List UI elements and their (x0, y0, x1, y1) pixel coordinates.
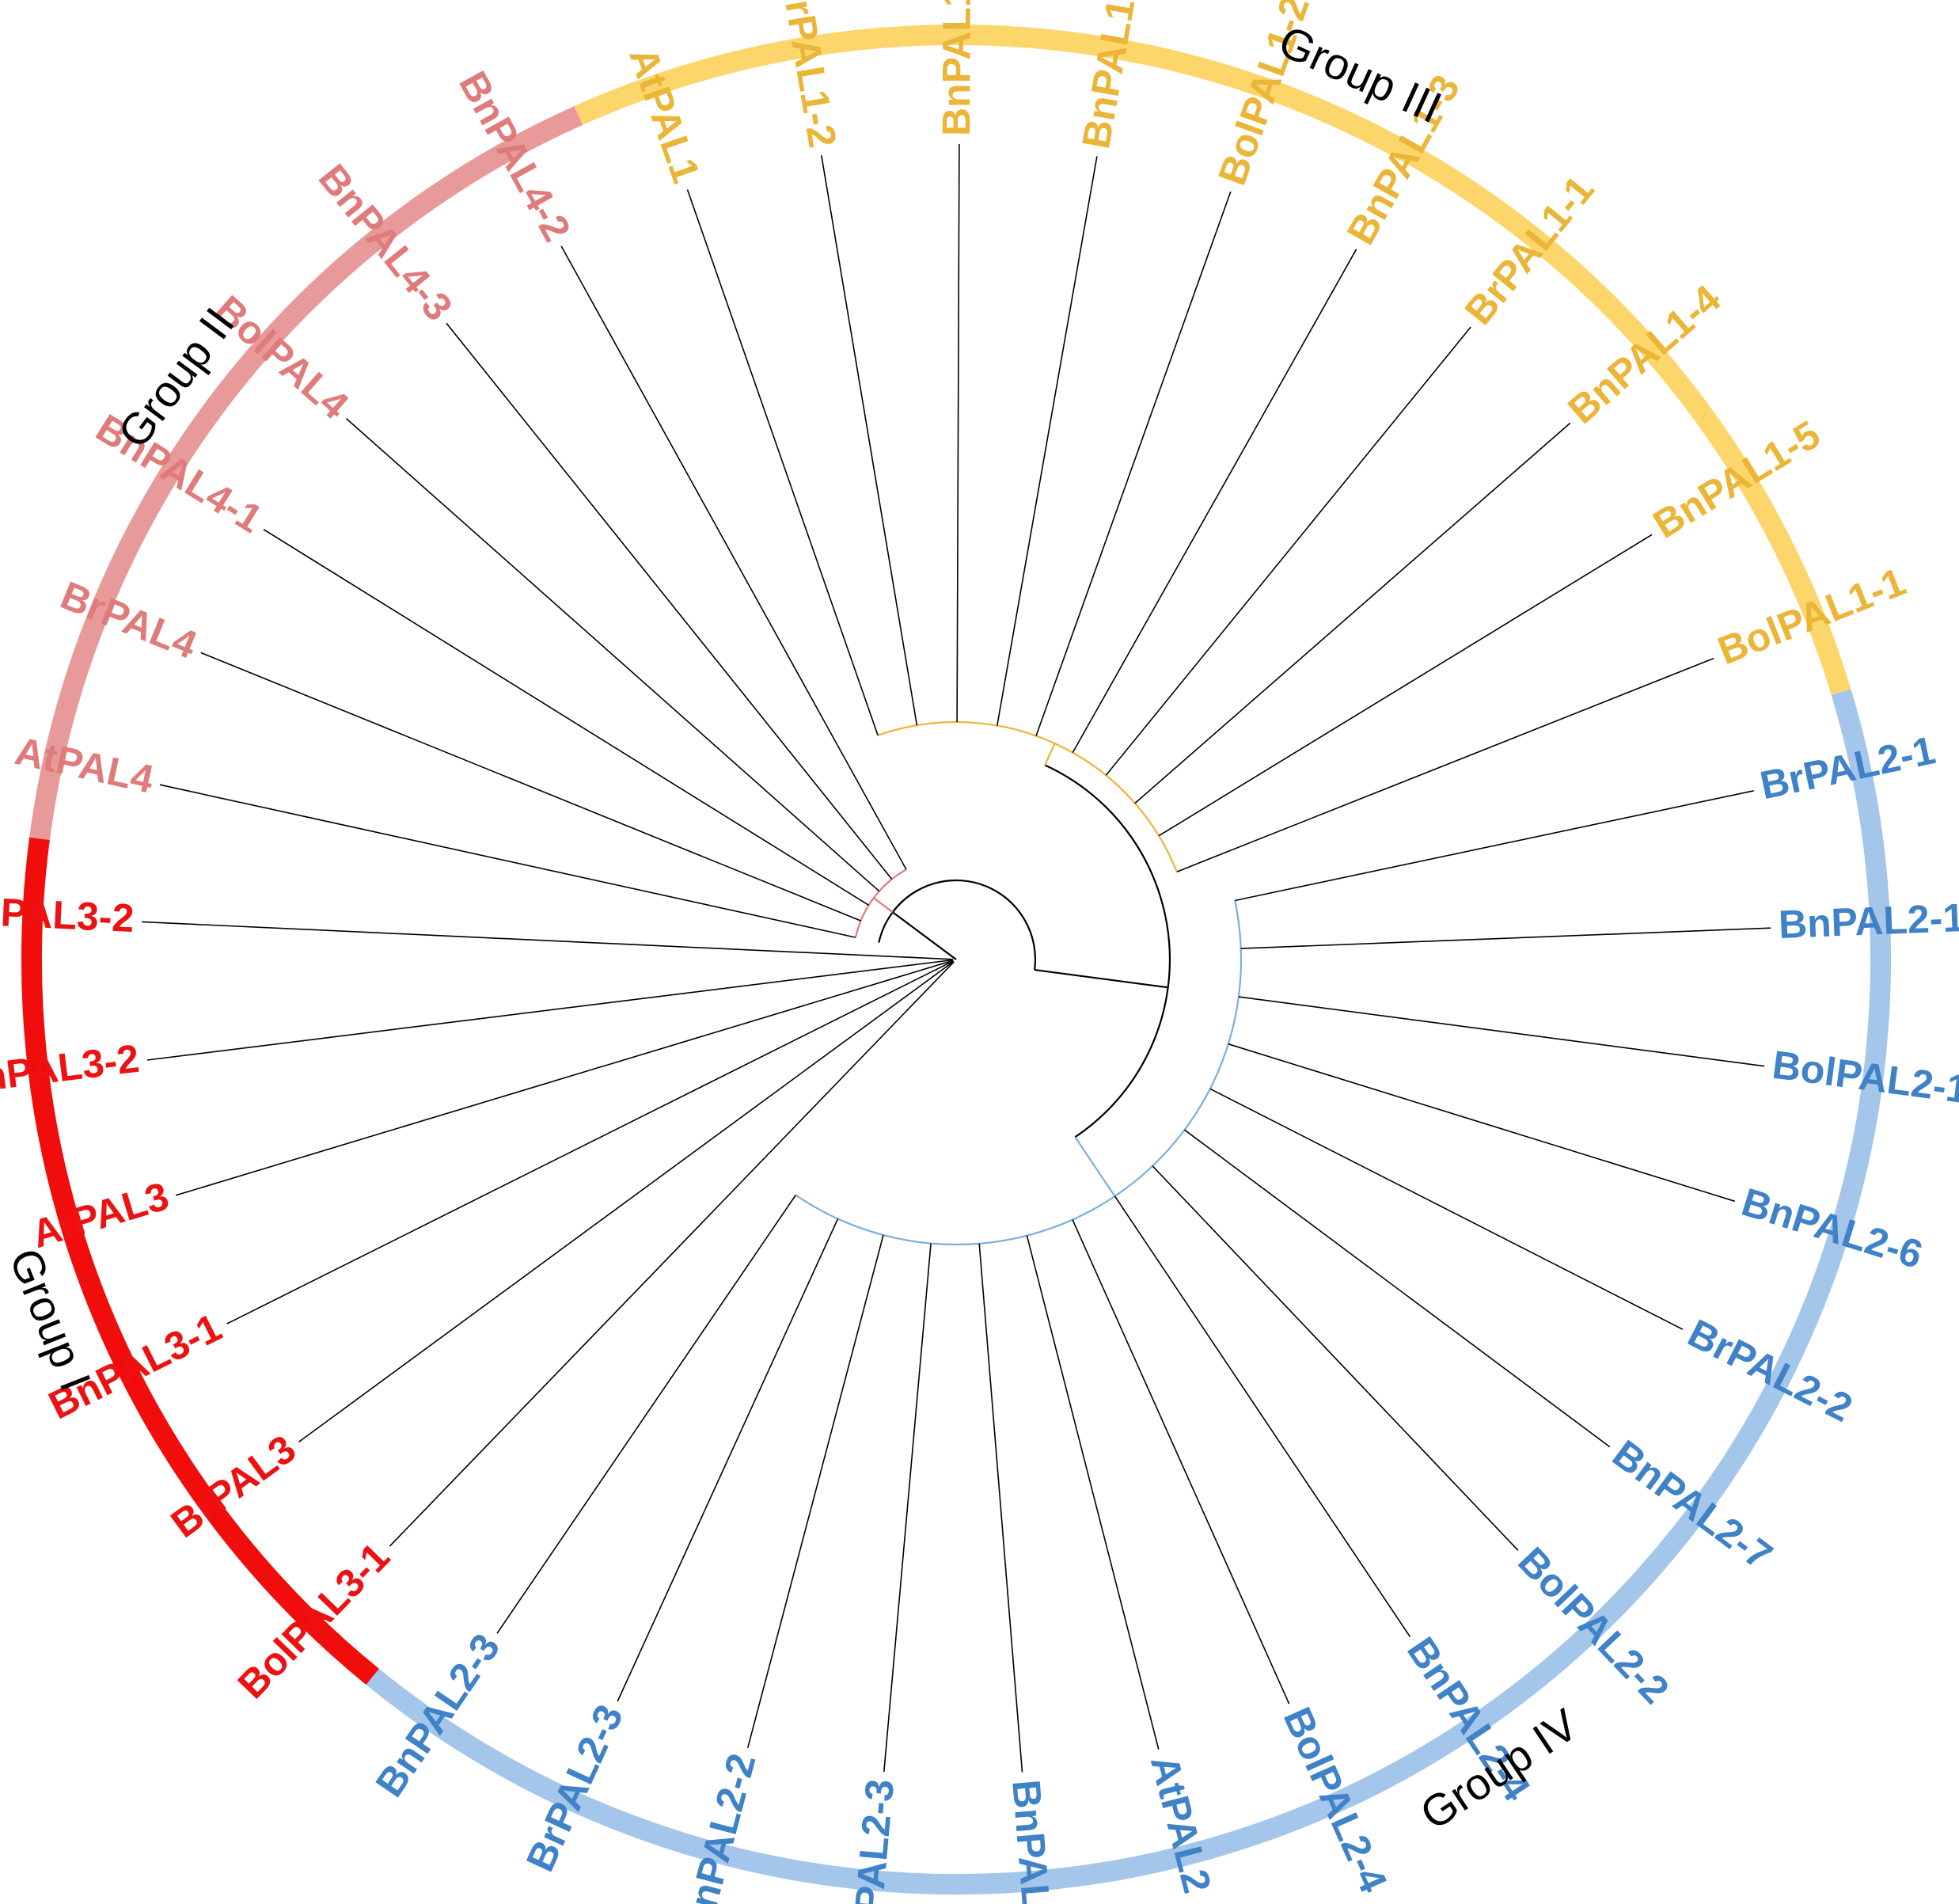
leaf-line (883, 1243, 932, 1773)
tree-branches (795, 720, 1243, 1246)
group-ring-iv (366, 689, 1892, 1895)
leaf-label: BnPAL4-2 (450, 64, 579, 249)
leaf-line (1026, 1235, 1160, 1750)
leaf-label: BolPAL2-3 (841, 1777, 902, 1904)
clade-iii-stem (1044, 743, 1056, 766)
leaf-label: BnPAL1-5 (1646, 412, 1828, 546)
leaf-line (978, 1243, 1023, 1773)
leaf-label: BnPAL2-2 (674, 1749, 764, 1904)
leaf-label: BnPAL2-1 (1778, 895, 1959, 947)
group-label-iii: Group III (1272, 16, 1449, 133)
leaf-label: BnPAL1-2 (1073, 0, 1149, 152)
leaf-line (298, 960, 955, 1442)
clade-iii-inner-arc (877, 720, 1178, 872)
leaf-line (1238, 996, 1765, 1067)
group-ring-ii (29, 106, 583, 841)
leaf-line (821, 155, 918, 726)
leaf-label: BolPAL2-4 (1275, 1701, 1396, 1898)
leaf-line (1072, 1219, 1290, 1704)
leaf-label: BolPAL4 (207, 287, 357, 428)
leaf-line (746, 1234, 884, 1749)
leaf-line (1105, 326, 1471, 776)
clade-iv-stem (1074, 1136, 1116, 1197)
leaf-label: AtPAL2 (1142, 1751, 1220, 1898)
leaf-line (1158, 534, 1653, 837)
group-ring-iii (574, 25, 1851, 695)
backbone-stem (1034, 968, 1168, 989)
leaf-line (686, 189, 879, 736)
leaf-line (560, 245, 907, 870)
clade-ii-inner-arc (854, 868, 907, 938)
leaf-line (146, 959, 954, 1061)
leaf-line (1134, 422, 1571, 804)
clade-iv-inner-arc (795, 900, 1243, 1246)
leaf-label: BnPAL3-2 (0, 1036, 142, 1104)
leaf-line (263, 529, 870, 906)
leaf-line (1176, 657, 1714, 872)
group-ring-i (21, 837, 380, 1685)
leaf-label: AtPAL4 (11, 728, 158, 802)
leaf-line (617, 1218, 839, 1702)
leaf-line (389, 961, 955, 1547)
leaf-line (1184, 1129, 1611, 1448)
group-label-ii: Group II (108, 298, 244, 457)
leaf-label: BolPAL1-1 (1712, 559, 1912, 673)
leaf-label: BolPAL3-2 (0, 887, 135, 941)
root-stem (892, 911, 957, 960)
group-rings (21, 25, 1892, 1895)
leaf-line (226, 960, 954, 1324)
clade-ii-stem (873, 897, 894, 914)
leaf-line (200, 652, 861, 922)
leaf-line (1240, 927, 1771, 949)
leaf-line (1114, 1195, 1411, 1637)
leaf-line (997, 156, 1098, 726)
leaf-label: BnPAL2-3 (367, 1625, 509, 1804)
leaf-line (1209, 1088, 1684, 1330)
leaf-label: BnPAL2-7 (1604, 1431, 1780, 1578)
leaf-line (1035, 191, 1232, 736)
leaf-line (142, 921, 954, 960)
clade-iii-iv-arc (1044, 764, 1171, 1138)
leaf-line (1152, 1165, 1519, 1551)
leaf-line (345, 418, 880, 892)
leaf-label: BrPAL1-2 (772, 0, 845, 150)
leaf-label: BnPAL2-5 (1004, 1778, 1063, 1904)
leaf-label: BnPAL1-1 (934, 0, 979, 136)
leaf-line (159, 784, 856, 938)
leaf-line (1235, 790, 1754, 902)
leaf-line (1228, 1043, 1735, 1203)
leaf-lines (142, 143, 1771, 1773)
leaf-line (956, 143, 960, 723)
leaf-line (446, 322, 893, 880)
leaf-line (496, 1195, 796, 1634)
leaf-line (175, 960, 954, 1196)
leaf-line (1072, 249, 1357, 753)
backbone-arc (891, 879, 1037, 971)
leaf-label: AtPAL3 (27, 1173, 173, 1256)
